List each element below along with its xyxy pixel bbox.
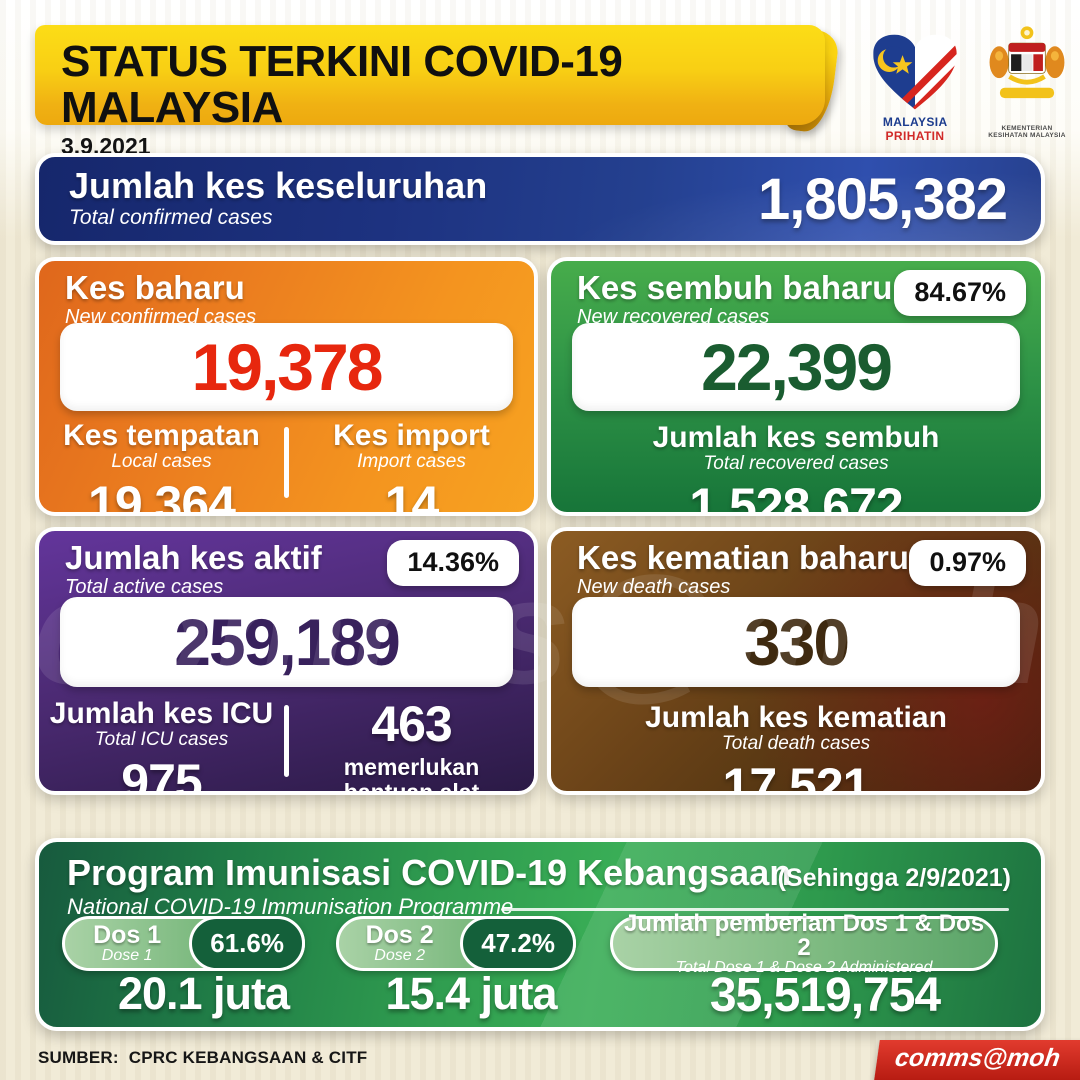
new-cases-subtitle: New confirmed cases [65, 305, 257, 328]
import-cases-subtitle: Import cases [357, 451, 466, 472]
total-cases-labels: Jumlah kes keseluruhan Total confirmed c… [69, 168, 487, 230]
recovered-total-subtitle: Total recovered cases [703, 453, 889, 474]
new-cases-split: Kes tempatan Local cases 19,364 Kes impo… [39, 419, 534, 513]
malaysia-prihatin-logo: MALAYSIA PRIHATIN [853, 32, 977, 143]
dose2-subtitle: Dose 2 [374, 947, 425, 964]
total-doses-value: 35,519,754 [709, 969, 941, 1022]
panel-deaths: Kes kematian baharu New death cases 0.97… [547, 527, 1045, 795]
moh-crest-logo: KEMENTERIAN KESIHATAN MALAYSIA [985, 24, 1069, 139]
deaths-total-title: Jumlah kes kematian [645, 701, 947, 734]
icu-col: Jumlah kes ICU Total ICU cases 975 [39, 697, 284, 792]
deaths-pct-badge: 0.97% [909, 540, 1026, 586]
ventilator-value: 463 [371, 696, 452, 752]
active-value: 259,189 [174, 605, 401, 679]
divider [501, 908, 1009, 911]
deaths-title: Kes kematian baharu [577, 539, 909, 576]
header-band: STATUS TERKINI COVID-19 MALAYSIA 3.9.202… [35, 25, 825, 159]
moh-caption: KEMENTERIAN KESIHATAN MALAYSIA [988, 125, 1066, 139]
active-value-box: 259,189 [60, 597, 513, 687]
prihatin-word-prihatin: PRIHATIN [885, 129, 945, 143]
dose2-value: 15.4 juta [385, 968, 557, 1019]
prihatin-word-malaysia: MALAYSIA [882, 115, 948, 129]
icu-value: 975 [121, 754, 202, 795]
page-title: STATUS TERKINI COVID-19 MALAYSIA [61, 37, 623, 133]
recovered-value: 22,399 [701, 330, 893, 404]
new-cases-title: Kes baharu [65, 269, 245, 306]
deaths-total: Jumlah kes kematian Total death cases 17… [551, 701, 1041, 795]
dose1-pct-badge: 61.6% [189, 916, 305, 971]
total-cases-value: 1,805,382 [757, 166, 1008, 232]
divider [284, 705, 289, 777]
new-cases-head: Kes baharu New confirmed cases [65, 269, 257, 329]
deaths-value-box: 330 [572, 597, 1020, 687]
total-cases-subtitle: Total confirmed cases [69, 206, 273, 229]
comms-moh-badge: comms@moh [874, 1040, 1080, 1080]
import-cases-title: Kes import [333, 419, 490, 452]
total-cases-title: Jumlah kes keseluruhan [69, 165, 488, 206]
active-split: Jumlah kes ICU Total ICU cases 975 463 m… [39, 696, 534, 792]
dose1-pill: Dos 1 Dose 1 61.6% [62, 916, 305, 971]
local-cases-value: 19,364 [88, 476, 236, 516]
dose1-subtitle: Dose 1 [101, 947, 153, 964]
heart-flag-icon [873, 34, 957, 110]
local-cases-subtitle: Local cases [111, 451, 212, 472]
source-label: SUMBER: [38, 1048, 119, 1067]
dose2-label: Dos 2 Dose 2 [339, 923, 460, 964]
active-head: Jumlah kes aktif Total active cases [65, 539, 322, 599]
recovered-title: Kes sembuh baharu [577, 269, 893, 306]
recovered-total-title: Jumlah kes sembuh [652, 421, 940, 454]
active-title: Jumlah kes aktif [65, 539, 322, 576]
total-doses-subtitle: Total Dose 1 & Dose 2 Administered [675, 958, 933, 976]
total-cases-banner: Jumlah kes keseluruhan Total confirmed c… [35, 153, 1045, 245]
panel-active: Jumlah kes aktif Total active cases 14.3… [35, 527, 538, 795]
panel-new-cases: Kes baharu New confirmed cases 19,378 Ke… [35, 257, 538, 516]
vaccination-title: Program Imunisasi COVID-19 Kebangsaan [67, 852, 792, 893]
recovered-total: Jumlah kes sembuh Total recovered cases … [551, 421, 1041, 516]
ventilator-label: memerlukan bantuan alat pernafasan [343, 754, 480, 795]
dose1-value: 20.1 juta [117, 968, 290, 1019]
total-doses-label: Jumlah pemberian Dos 1 & Dos 2 Total Dos… [613, 909, 995, 976]
source-value: CPRC KEBANGSAAN & CITF [128, 1048, 368, 1067]
recovered-value-box: 22,399 [572, 323, 1020, 411]
vaccination-as-of: (Sehingga 2/9/2021) [777, 864, 1011, 892]
icu-title: Jumlah kes ICU [49, 697, 274, 730]
active-subtitle: Total active cases [65, 575, 224, 598]
ventilator-col: 463 memerlukan bantuan alat pernafasan [289, 696, 534, 791]
dose1-label: Dos 1 Dose 1 [65, 923, 189, 964]
recovered-subtitle: New recovered cases [577, 305, 770, 328]
local-cases-title: Kes tempatan [63, 419, 260, 452]
new-cases-value: 19,378 [191, 330, 384, 404]
total-doses-title: Jumlah pemberian Dos 1 & Dos 2 [623, 909, 985, 961]
deaths-head: Kes kematian baharu New death cases [577, 539, 909, 599]
deaths-total-value: 17,521 [722, 758, 871, 795]
recovered-total-value: 1,528,672 [689, 478, 903, 516]
active-pct-badge: 14.36% [387, 540, 519, 586]
dose1-title: Dos 1 [93, 921, 162, 949]
recovered-head: Kes sembuh baharu New recovered cases [577, 269, 893, 329]
prihatin-label: MALAYSIA PRIHATIN [853, 115, 977, 143]
import-cases-value: 14 [384, 476, 440, 516]
local-cases-col: Kes tempatan Local cases 19,364 [39, 419, 284, 513]
divider [284, 427, 289, 498]
panel-recovered: Kes sembuh baharu New recovered cases 84… [547, 257, 1045, 516]
deaths-subtitle: New death cases [577, 575, 731, 598]
total-doses-pill: Jumlah pemberian Dos 1 & Dos 2 Total Dos… [610, 911, 998, 975]
deaths-value: 330 [743, 605, 850, 679]
recovered-pct-badge: 84.67% [894, 270, 1026, 316]
coat-of-arms-icon [989, 26, 1065, 99]
dose2-title: Dos 2 [365, 921, 434, 949]
dose2-pct-badge: 47.2% [460, 916, 576, 971]
new-cases-value-box: 19,378 [60, 323, 513, 411]
dose2-pill: Dos 2 Dose 2 47.2% [336, 916, 576, 971]
panel-vaccination: Program Imunisasi COVID-19 Kebangsaan (S… [35, 838, 1045, 1031]
source-line: SUMBER: CPRC KEBANGSAAN & CITF [38, 1048, 367, 1068]
icu-subtitle: Total ICU cases [94, 729, 229, 750]
deaths-total-subtitle: Total death cases [721, 733, 871, 754]
import-cases-col: Kes import Import cases 14 [289, 419, 534, 513]
vaccination-subtitle: National COVID-19 Immunisation Programme [67, 894, 514, 919]
